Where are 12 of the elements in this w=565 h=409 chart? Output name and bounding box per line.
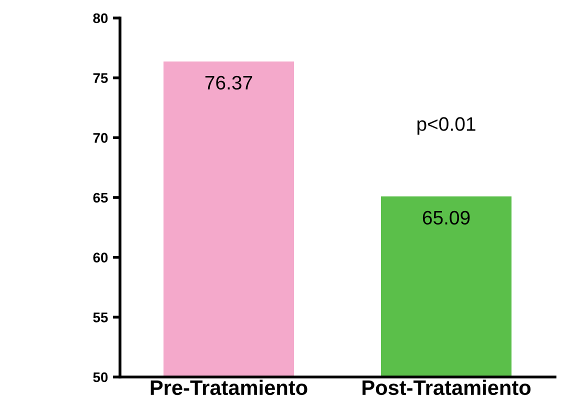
x-tick-label: Pre-Tratamiento <box>150 380 308 396</box>
y-tick-label: 55 <box>93 312 108 322</box>
data-label: 76.37 <box>205 76 252 90</box>
y-tick-label: 60 <box>93 252 108 263</box>
y-tick-label: 75 <box>93 73 108 84</box>
y-tick-label: 80 <box>93 13 108 24</box>
y-tick-label: 70 <box>93 133 108 143</box>
x-tick-label: Post-Tratamiento <box>362 380 531 396</box>
y-tick-label: 50 <box>93 372 108 382</box>
data-label: 65.09 <box>422 210 470 225</box>
annotation: p<0.01 <box>418 117 476 135</box>
y-tick-label: 65 <box>93 192 108 203</box>
